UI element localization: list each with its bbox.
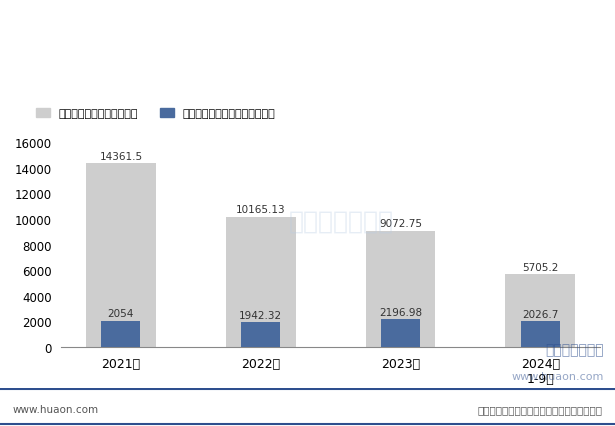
- Bar: [86, 164, 156, 347]
- Bar: [506, 274, 575, 347]
- Text: 2054: 2054: [108, 309, 134, 319]
- Text: 数据来源：国家统计局；华经产业研究院整理: 数据来源：国家统计局；华经产业研究院整理: [478, 404, 603, 414]
- Legend: 商品住宅销售面积（万㎡）, 商品住宅现房销售面积（万㎡）: 商品住宅销售面积（万㎡）, 商品住宅现房销售面积（万㎡）: [36, 109, 276, 119]
- Bar: [7, 7, 12, 38]
- Text: 2196.98: 2196.98: [379, 307, 422, 317]
- Bar: [15, 7, 20, 38]
- Text: 2026.7: 2026.7: [522, 309, 558, 319]
- Text: 华经产业研究院: 华经产业研究院: [289, 209, 394, 233]
- Text: 专业严谨●客观科学: 专业严谨●客观科学: [534, 17, 597, 27]
- Bar: [521, 321, 560, 347]
- Bar: [365, 231, 435, 347]
- Bar: [241, 322, 280, 347]
- Text: 10165.13: 10165.13: [236, 205, 285, 215]
- Text: 9072.75: 9072.75: [379, 219, 422, 229]
- Bar: [226, 217, 296, 347]
- Text: 5705.2: 5705.2: [522, 262, 558, 272]
- Text: 1942.32: 1942.32: [239, 310, 282, 320]
- Text: www.huaon.com: www.huaon.com: [12, 404, 98, 414]
- Bar: [101, 321, 140, 347]
- Text: 华经产业研究院: 华经产业研究院: [545, 342, 603, 356]
- Bar: [381, 319, 420, 347]
- Text: 14361.5: 14361.5: [100, 151, 143, 161]
- Text: 2021-2024年9月江苏省房地产商品住宅及商品住宅现房销售面积: 2021-2024年9月江苏省房地产商品住宅及商品住宅现房销售面积: [151, 64, 464, 79]
- Text: 华经情报网: 华经情报网: [26, 16, 61, 29]
- Text: www.huaon.com: www.huaon.com: [511, 371, 603, 382]
